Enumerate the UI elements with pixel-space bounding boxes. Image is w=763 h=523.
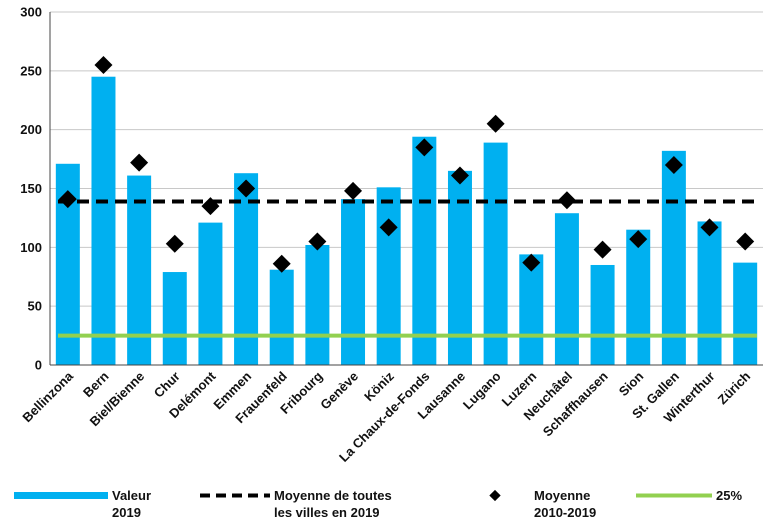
bar-koniz (376, 187, 401, 365)
x-tick-label-bellinzona: Bellinzona (19, 368, 76, 425)
bar-delemont (198, 222, 223, 365)
bar-frauenfeld (269, 269, 294, 365)
gridlines (50, 11, 763, 307)
y-tick-label: 50 (28, 299, 42, 314)
marker-koniz (379, 218, 398, 237)
legend: Valeur 2019 Moyenne de toutes les villes… (14, 488, 742, 520)
bar-neuchatel (554, 213, 579, 365)
marker-luzern (522, 253, 541, 272)
y-tick-label: 0 (35, 358, 42, 373)
marker-lausanne (450, 166, 469, 185)
legend-label-moyenne-villes-line1: Moyenne de toutes (274, 488, 392, 503)
marker-fribourg (308, 232, 327, 251)
bar-st-gallen (661, 150, 686, 365)
legend-swatch-valeur-2019 (14, 492, 108, 499)
y-tick-label: 300 (20, 5, 42, 20)
x-tick-label-schaffhausen: Schaffhausen (540, 368, 611, 439)
y-tick-label: 250 (20, 63, 42, 78)
legend-label-moyenne-2010-line2: 2010-2019 (534, 505, 596, 520)
marker-frauenfeld (272, 254, 291, 273)
bar-bern (91, 76, 116, 365)
marker-bern (94, 55, 113, 74)
axes (49, 12, 763, 366)
legend-label-moyenne-villes-line2: les villes en 2019 (274, 505, 380, 520)
bar-schaffhausen (590, 264, 615, 365)
bar-sion (626, 229, 651, 365)
marker-neuchatel (557, 191, 576, 210)
legend-label-moyenne-2010-line1: Moyenne (534, 488, 590, 503)
marker-emmen (237, 179, 256, 198)
marker-la-chaux-de-fonds (415, 138, 434, 157)
bar-chur (162, 272, 187, 365)
reference-lines (58, 199, 757, 338)
x-tick-label-zurich: Zürich (715, 368, 754, 407)
marker-geneve (344, 181, 363, 200)
markers-moyenne-2010-2019 (58, 55, 755, 273)
bar-zurich (733, 262, 758, 365)
legend-label-valeur-line2: 2019 (112, 505, 141, 520)
bar-geneve (341, 199, 366, 365)
marker-schaffhausen (593, 240, 612, 259)
bars-valeur-2019 (55, 76, 758, 365)
marker-chur (165, 234, 184, 253)
bar-winterthur (697, 221, 722, 365)
bar-la-chaux-de-fonds (412, 136, 437, 365)
marker-zurich (736, 232, 755, 251)
legend-swatch-moyenne-2010-2019 (489, 489, 501, 502)
marker-biel-bienne (130, 153, 149, 172)
marker-st-gallen (664, 155, 683, 174)
marker-bellinzona (58, 190, 77, 209)
marker-sion (629, 230, 648, 249)
marker-lugano (486, 114, 505, 133)
x-tick-label-bern: Bern (80, 368, 112, 400)
x-tick-label-chur: Chur (151, 369, 183, 401)
legend-label-valeur-line1: Valeur (112, 488, 151, 503)
marker-delemont (201, 197, 220, 216)
y-tick-labels: 0 50 100 150 200 250 300 (20, 5, 42, 373)
legend-label-25-percent: 25% (716, 488, 742, 503)
bar-bellinzona (55, 163, 80, 365)
bar-fribourg (305, 244, 330, 365)
x-tick-label-lugano: Lugano (460, 368, 504, 412)
bar-luzern (519, 254, 544, 365)
y-tick-label: 200 (20, 122, 42, 137)
y-tick-label: 100 (20, 240, 42, 255)
bar-emmen (234, 173, 259, 365)
marker-winterthur (700, 218, 719, 237)
bar-lugano (483, 142, 508, 365)
x-tick-label-sion: Sion (616, 368, 647, 399)
x-tick-label-geneve: Genève (317, 369, 361, 413)
y-tick-label: 150 (20, 181, 42, 196)
bar-biel-bienne (127, 175, 152, 365)
